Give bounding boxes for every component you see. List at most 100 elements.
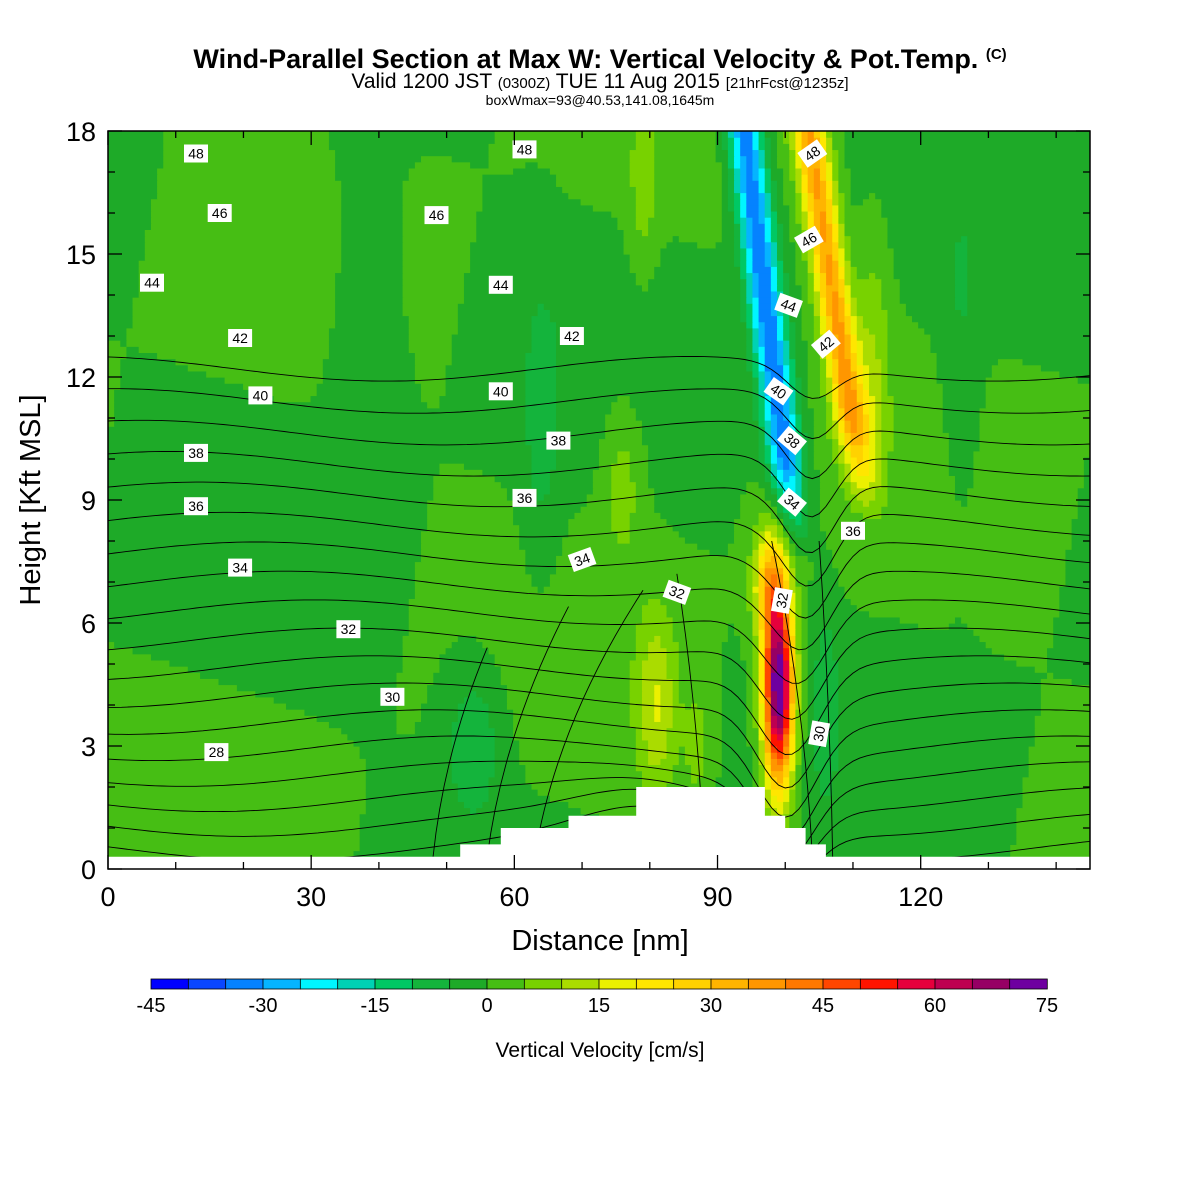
terrain-profile — [108, 787, 1090, 869]
theta-label-text: 32 — [341, 621, 357, 637]
chart-title-text: Wind-Parallel Section at Max W: Vertical… — [193, 44, 979, 74]
theta-label-text: 40 — [493, 383, 509, 399]
theta-label: 38 — [777, 425, 807, 456]
theta-label: 32 — [770, 587, 793, 614]
colorbar-swatch — [822, 978, 862, 990]
theta-label-text: 32 — [773, 591, 791, 609]
colorbar-tick-label: 15 — [588, 995, 610, 1017]
colorbar-tick-label: 30 — [700, 995, 722, 1017]
theta-label-text: 34 — [232, 560, 248, 576]
colorbar-swatch — [262, 978, 302, 990]
colorbar-tick-label: 0 — [481, 995, 492, 1017]
colorbar-swatch — [486, 978, 526, 990]
theta-label-text: 48 — [188, 146, 204, 162]
theta-label: 30 — [808, 720, 831, 748]
theta-label: 40 — [248, 386, 273, 405]
theta-label-text: 46 — [212, 205, 228, 221]
y-axis-title: Height [Kft MSL] — [15, 394, 47, 605]
theta-isoline — [108, 777, 1090, 869]
theta-isoline — [108, 356, 1090, 399]
theta-label: 34 — [777, 487, 807, 517]
x-tick-label: 0 — [100, 882, 115, 912]
y-tick-label: 12 — [66, 363, 96, 393]
theta-isoline — [108, 735, 1090, 842]
colorbar-swatch — [225, 978, 264, 990]
theta-label: 34 — [567, 546, 597, 573]
colorbar-swatch — [859, 978, 899, 990]
theta-isoline — [108, 709, 1090, 818]
theta-isoline — [108, 788, 1090, 869]
colorbar-swatch — [785, 978, 824, 990]
theta-label-text: 36 — [845, 523, 861, 539]
colorbar-swatch — [561, 978, 600, 990]
valid-time-a: Valid 1200 JST — [351, 70, 492, 93]
colorbar-swatch — [150, 978, 190, 990]
theta-label-text: 40 — [253, 387, 269, 403]
theta-label-text: 34 — [572, 549, 592, 569]
theta-label-text: 44 — [493, 277, 509, 293]
colorbar-swatch — [673, 978, 712, 990]
theta-label: 28 — [204, 743, 229, 762]
y-tick-label: 0 — [81, 855, 96, 885]
theta-label: 38 — [546, 431, 571, 450]
velocity-field — [108, 131, 1090, 869]
colorbar-swatch — [337, 978, 376, 990]
y-tick-label: 3 — [81, 732, 96, 762]
chart-title: Wind-Parallel Section at Max W: Vertical… — [0, 44, 1200, 75]
theta-contours — [108, 356, 1090, 869]
copyright-mark: (C) — [985, 46, 1007, 63]
x-axis-title: Distance [nm] — [511, 925, 688, 957]
colorbar-swatch — [1009, 978, 1048, 990]
colorbar-swatch — [598, 978, 638, 990]
theta-label: 48 — [797, 139, 828, 168]
colorbar-swatch — [449, 978, 488, 990]
colorbar-tick-label: -15 — [361, 995, 390, 1017]
theta-label-text: 36 — [188, 498, 204, 514]
theta-label: 36 — [512, 488, 537, 507]
theta-label-text: 38 — [551, 433, 567, 449]
colorbar-swatch — [971, 978, 1011, 990]
theta-label: 38 — [184, 443, 208, 462]
y-tick-label: 9 — [81, 486, 96, 516]
y-tick-label: 15 — [66, 240, 96, 270]
theta-label: 42 — [559, 327, 584, 345]
colorbar-swatch — [187, 978, 227, 990]
theta-label: 36 — [841, 521, 865, 540]
x-tick-label: 120 — [898, 882, 943, 912]
theta-label: 32 — [662, 579, 692, 605]
theta-isoline — [108, 627, 1090, 720]
theta-isoline — [108, 570, 1090, 651]
theta-label-text: 42 — [232, 330, 248, 346]
valid-time-d: [21hrFcst@1235z] — [725, 75, 849, 92]
colorbar-tick-label: -45 — [137, 995, 166, 1017]
theta-isoline — [108, 760, 1090, 860]
colorbar-swatch — [523, 978, 563, 990]
theta-label: 40 — [763, 377, 794, 406]
colorbar-swatch — [710, 978, 750, 990]
theta-label: 44 — [774, 292, 803, 318]
theta-isoline — [818, 540, 834, 857]
valid-time-c: TUE 11 Aug 2015 — [555, 70, 720, 93]
y-tick-label: 6 — [81, 609, 96, 639]
theta-label-text: 42 — [564, 328, 580, 344]
colorbar-swatch — [411, 978, 451, 990]
theta-labels: 48 48 48 46 46 46 44 44 44 42 42 42 40 40 40 38 38 38 36 36… — [140, 139, 865, 762]
colorbar-swatch — [374, 978, 414, 990]
colorbar-swatch — [747, 978, 787, 990]
theta-label-text: 36 — [517, 490, 533, 506]
colorbar-tick-label: 45 — [812, 995, 834, 1017]
y-tick-label: 18 — [66, 117, 96, 147]
x-tick-label: 30 — [296, 882, 326, 912]
colorbar-tick-label: -30 — [249, 995, 278, 1017]
theta-label: 44 — [140, 273, 164, 292]
theta-label-text: 28 — [209, 744, 225, 760]
theta-label: 36 — [184, 497, 208, 516]
valid-time: Valid 1200 JST (0300Z) TUE 11 Aug 2015 [… — [0, 70, 1200, 94]
colorbar-swatch — [635, 978, 675, 990]
theta-isoline — [108, 599, 1090, 684]
theta-label: 46 — [207, 204, 232, 222]
theta-label-text: 46 — [429, 207, 445, 223]
theta-label: 48 — [184, 144, 208, 163]
theta-label-text: 38 — [188, 445, 204, 461]
